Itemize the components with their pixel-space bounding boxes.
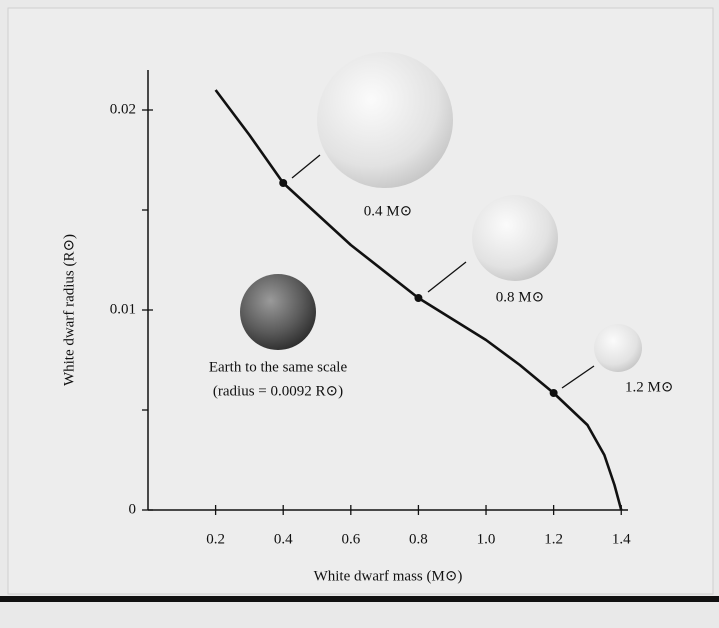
connector <box>561 365 595 389</box>
x-tick-label: 0.6 <box>341 531 360 547</box>
page-rule <box>0 596 719 602</box>
curve <box>214 89 623 511</box>
connector <box>427 261 467 293</box>
x-tick-label: 0.2 <box>206 531 225 547</box>
annotation: 1.2 M⊙ <box>625 379 673 395</box>
annotation: 0.4 M⊙ <box>364 203 412 219</box>
annotation: 0.8 M⊙ <box>496 289 544 305</box>
x-tick-label: 0.4 <box>274 531 293 547</box>
x-axis-label: White dwarf mass (M⊙) <box>314 568 463 584</box>
annotation: Earth to the same scale <box>209 359 348 375</box>
sphere-12 <box>594 324 642 372</box>
y-axis-label: White dwarf radius (R⊙) <box>61 234 77 386</box>
x-tick-label: 1.0 <box>477 531 496 547</box>
x-tick-label: 1.4 <box>612 531 631 547</box>
data-point <box>279 179 288 187</box>
x-tick-label: 1.2 <box>544 531 563 547</box>
y-tick-label: 0 <box>129 501 137 517</box>
annotation: (radius = 0.0092 R⊙) <box>213 383 343 399</box>
data-point <box>414 294 423 302</box>
y-tick-label: 0.01 <box>110 301 136 317</box>
y-tick-label: 0.02 <box>110 101 136 117</box>
data-point <box>549 389 558 397</box>
earth <box>240 274 316 350</box>
sphere-04 <box>317 52 453 188</box>
sphere-08 <box>472 195 558 281</box>
x-tick-label: 0.8 <box>409 531 428 547</box>
connector <box>291 154 321 179</box>
